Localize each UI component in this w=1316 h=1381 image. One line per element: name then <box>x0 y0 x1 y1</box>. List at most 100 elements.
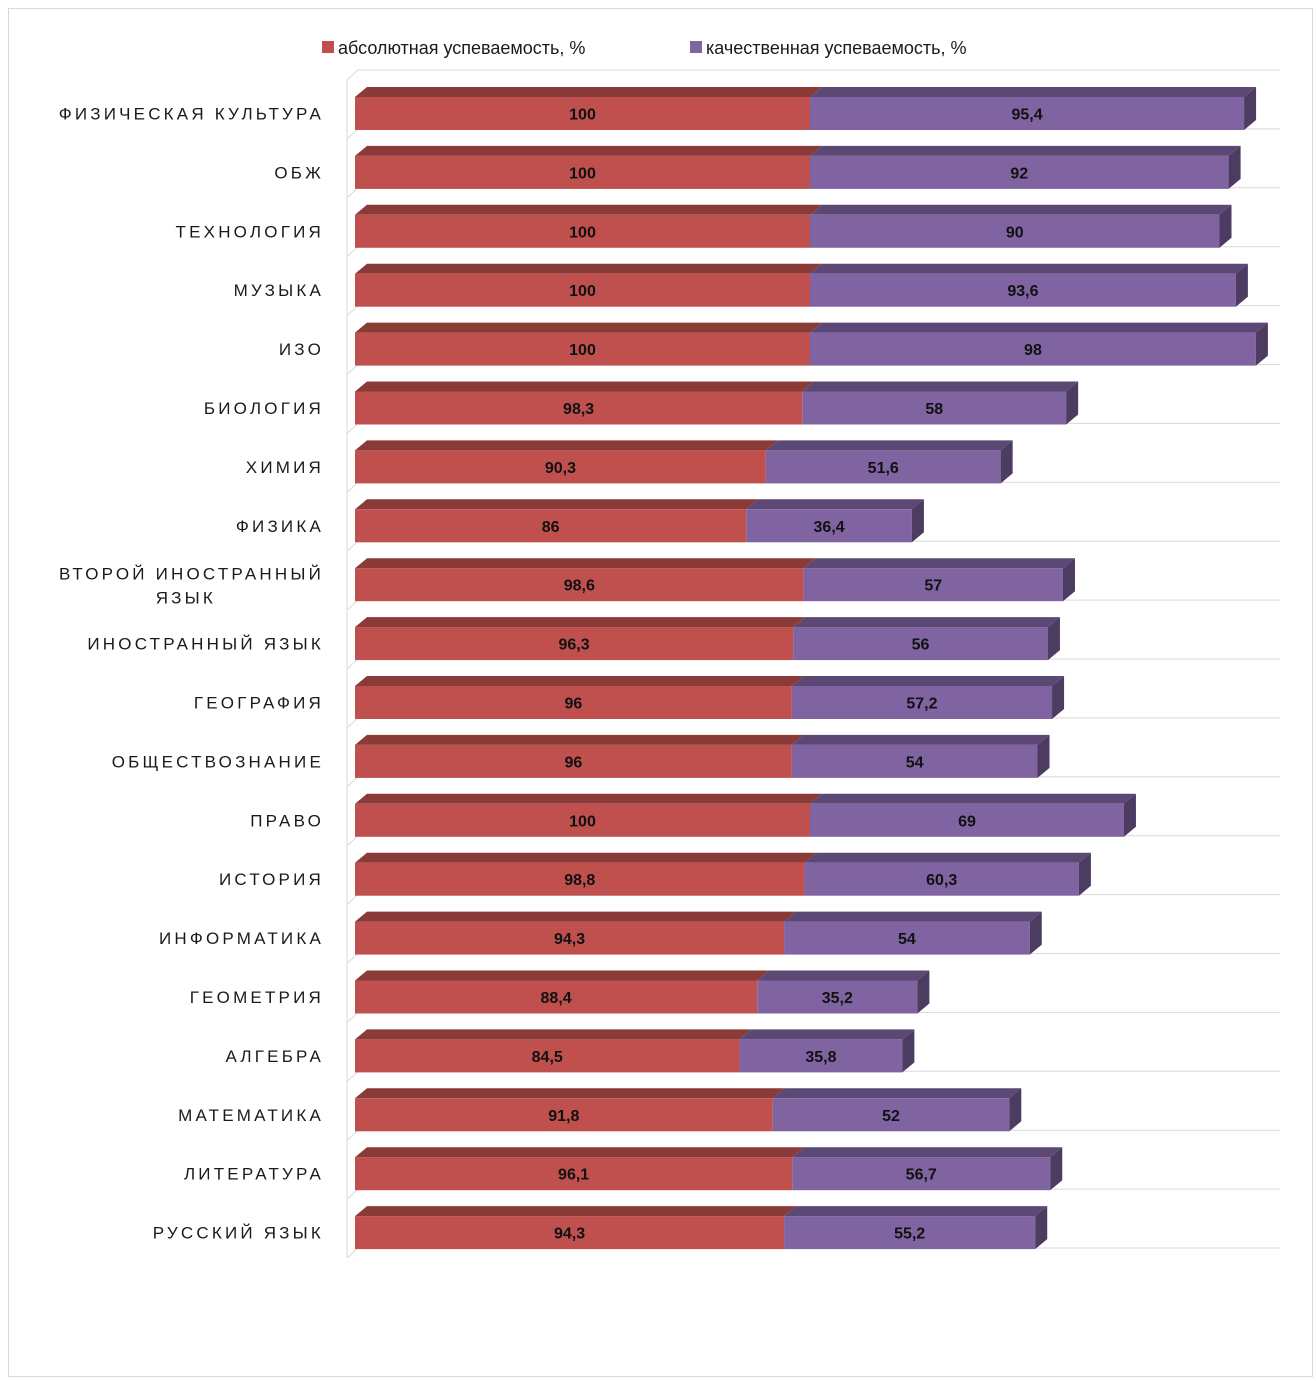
gridline-floor <box>346 481 359 493</box>
data-label: 94,3 <box>554 1226 585 1243</box>
data-label: 69 <box>958 813 976 830</box>
data-label: 95,4 <box>1011 107 1042 124</box>
bar-top-face <box>355 87 822 97</box>
category-label: МУЗЫКА <box>234 281 324 300</box>
category-label: ТЕХНОЛОГИЯ <box>176 222 324 241</box>
bar-top-face <box>802 381 1079 392</box>
bar-side-face <box>1219 204 1232 248</box>
category-label: АЛГЕБРА <box>225 1047 324 1066</box>
data-label: 100 <box>569 165 596 182</box>
gridline-floor <box>346 540 359 552</box>
bar <box>355 1098 773 1132</box>
bar-side-face <box>917 970 930 1014</box>
data-label: 58 <box>925 401 943 418</box>
bar <box>765 450 1001 484</box>
bar-side-face <box>1050 1147 1063 1191</box>
bar <box>804 862 1079 896</box>
category-label: РУССКИЙ ЯЗЫК <box>153 1224 324 1243</box>
bar-top-face <box>792 1147 1063 1158</box>
bar <box>355 921 785 955</box>
bar <box>810 332 1256 366</box>
data-label: 96 <box>565 696 583 713</box>
bar <box>355 391 803 425</box>
category-label: ХИМИЯ <box>246 458 324 477</box>
bar-top-face <box>784 1206 1048 1217</box>
data-label: 96,1 <box>558 1167 589 1184</box>
category-label: ОБЖ <box>274 163 324 182</box>
data-label: 98,6 <box>564 578 595 595</box>
legend-swatch <box>690 41 702 53</box>
data-label: 90,3 <box>545 460 576 477</box>
category-label: ФИЗИЧЕСКАЯ КУЛЬТУРА <box>59 105 324 124</box>
bar-top-face <box>810 145 1241 156</box>
category-label: ЯЗЫК <box>156 589 216 608</box>
bar-top-face <box>810 793 1136 804</box>
bar <box>355 568 804 602</box>
bar-top-face <box>355 852 817 863</box>
data-label: 98,3 <box>563 401 594 418</box>
bar-top-face <box>765 440 1013 451</box>
category-label: МАТЕМАТИКА <box>178 1106 324 1125</box>
bar-top-face <box>355 499 759 510</box>
data-label: 92 <box>1010 165 1028 182</box>
bar-top-face <box>803 558 1075 569</box>
category-label: ИНОСТРАННЫЙ ЯЗЫК <box>87 635 324 654</box>
data-label: 98,8 <box>564 872 595 889</box>
bar-side-face <box>1078 852 1091 896</box>
data-label: 56,7 <box>906 1167 937 1184</box>
bar-top-face <box>757 970 930 981</box>
bar-top-face <box>355 734 804 745</box>
bar-side-face <box>902 1029 915 1073</box>
gridline-floor <box>346 1129 359 1141</box>
bar-top-face <box>355 1029 752 1040</box>
category-label: БИОЛОГИЯ <box>204 399 324 418</box>
bar <box>355 980 758 1014</box>
bar <box>772 1098 1010 1132</box>
bar-top-face <box>810 204 1232 215</box>
bar <box>355 862 805 896</box>
data-label: 98 <box>1024 342 1042 359</box>
bar-top-face <box>355 617 806 628</box>
bar-top-face <box>355 145 822 156</box>
gridline-floor <box>346 246 359 258</box>
data-label: 57 <box>924 578 942 595</box>
bar <box>792 1157 1051 1191</box>
bar <box>355 803 810 837</box>
category-label: ИНФОРМАТИКА <box>159 929 324 948</box>
bar-top-face <box>746 499 924 510</box>
gridline-floor <box>346 305 359 316</box>
gridline-floor <box>346 1247 359 1259</box>
gridline-floor <box>346 423 359 434</box>
bar-side-face <box>1035 1206 1048 1250</box>
gridline-floor <box>346 776 359 788</box>
data-label: 51,6 <box>868 460 899 477</box>
category-label: ВТОРОЙ ИНОСТРАННЫЙ <box>59 565 324 584</box>
gridline-floor <box>346 953 359 964</box>
bar-top-face <box>355 1206 797 1217</box>
data-label: 55,2 <box>894 1226 925 1243</box>
bar-side-face <box>1009 1088 1022 1132</box>
gridline-floor <box>346 69 359 81</box>
legend-label: абсолютная успеваемость, % <box>338 38 585 58</box>
bar-top-face <box>791 734 1050 745</box>
category-label: ИЗО <box>279 340 324 359</box>
bar <box>791 686 1053 719</box>
bar-top-face <box>739 1029 915 1040</box>
bar-side-face <box>911 499 924 543</box>
bar <box>355 214 810 248</box>
bar-top-face <box>793 617 1060 628</box>
gridline-floor <box>346 1188 359 1200</box>
bar-side-face <box>1123 793 1136 837</box>
gridline-floor <box>346 717 359 729</box>
bar-side-face <box>1066 381 1079 425</box>
bar <box>355 450 766 484</box>
data-label: 90 <box>1006 224 1024 241</box>
gridline-floor <box>346 835 359 847</box>
bar <box>355 1216 785 1250</box>
data-label: 86 <box>542 519 560 536</box>
category-label: ОБЩЕСТВОЗНАНИЕ <box>112 752 324 771</box>
data-label: 93,6 <box>1007 283 1038 300</box>
bar <box>355 1157 793 1191</box>
bar <box>355 97 810 130</box>
